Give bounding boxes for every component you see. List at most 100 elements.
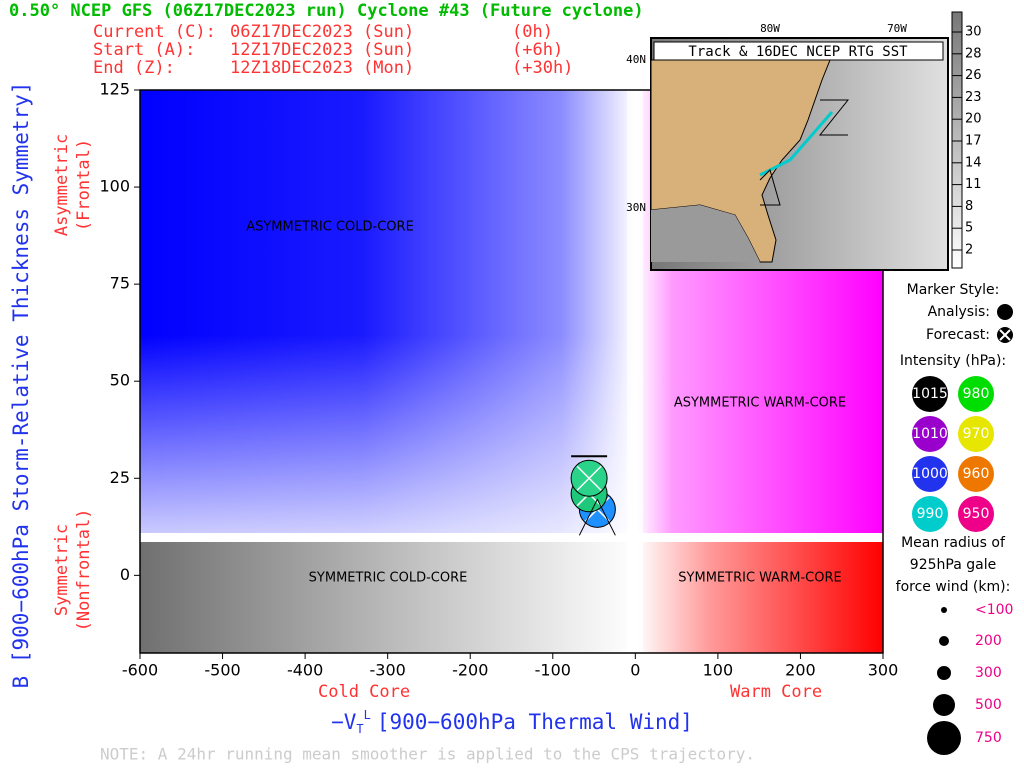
lon-label: 70W [887, 22, 907, 35]
intensity-swatch [912, 416, 948, 452]
y-side-label: (Nonfrontal) [74, 509, 94, 632]
colorbar-label: 5 [965, 221, 973, 236]
colorbar-label: 2 [965, 243, 973, 258]
header-text: (+6h) [512, 40, 563, 60]
x-tick-label: -400 [287, 661, 323, 680]
forecast-x [576, 465, 602, 491]
intensity-swatch [958, 496, 994, 532]
x-label-sub: T [356, 722, 363, 736]
legend-heading: force wind (km): [896, 579, 1011, 595]
radius-swatch [941, 607, 947, 613]
intensity-swatch [958, 416, 994, 452]
x-tick-label: -300 [370, 661, 406, 680]
colorbar-label: 20 [965, 112, 982, 127]
x-label-text: [900−600hPa Thermal Wind] [377, 710, 693, 734]
x-tick-label: -600 [122, 661, 158, 680]
legend-heading: Intensity (hPa): [900, 353, 1006, 369]
inset-map: Track & 16DEC NCEP RTG SST 40N 30N 80W 70W 30… [626, 11, 982, 271]
header-text: Current (C): [93, 22, 216, 42]
x-axis-label: −VTL [900−600hPa Thermal Wind] [331, 708, 693, 736]
y-tick-label: 25 [110, 468, 130, 487]
y-tick-label: 100 [99, 177, 130, 196]
lat-label: 30N [626, 201, 646, 214]
inset-title: Track & 16DEC NCEP RTG SST [688, 44, 908, 60]
radius-label: 300 [975, 665, 1002, 681]
y-side-label: Symmetric [52, 524, 72, 616]
header-text: 12Z18DEC2023 (Mon) [230, 58, 414, 78]
intensity-swatch [912, 376, 948, 412]
header-text: 12Z17DEC2023 (Sun) [230, 40, 414, 60]
intensity-swatch [912, 496, 948, 532]
analysis-symbol [997, 304, 1013, 320]
colorbar-label: 17 [965, 134, 982, 149]
intensity-swatch [958, 456, 994, 492]
colorbar-label: 28 [965, 46, 982, 61]
radius-label: 500 [975, 697, 1002, 713]
colorbar-label: 8 [965, 199, 973, 214]
title: 0.50° NCEP GFS (06Z17DEC2023 run) Cyclon… [9, 1, 644, 21]
radius-swatch [937, 666, 951, 680]
note: NOTE: A 24hr running mean smoother is ap… [100, 745, 755, 764]
intensity-label: 960 [963, 466, 990, 482]
y-tick-label: 50 [110, 371, 130, 390]
region-label: ASYMMETRIC WARM-CORE [674, 396, 846, 411]
intensity-label: 990 [917, 506, 944, 522]
x-tick-label: 300 [868, 661, 899, 680]
colorbar-label: 14 [965, 155, 982, 170]
legend-heading: Mean radius of [901, 535, 1006, 551]
radius-label: 200 [975, 633, 1002, 649]
radius-label: 750 [975, 730, 1002, 746]
x-tick-label: -100 [535, 661, 571, 680]
header-text: Start (A): [93, 40, 195, 60]
header-lines: Current (C): 06Z17DEC2023 (Sun) (0h) Start … [93, 22, 573, 78]
intensity-swatch [958, 376, 994, 412]
x-label-sup: L [364, 708, 371, 722]
x-tick-label: 0 [630, 661, 640, 680]
header-text: (0h) [512, 22, 553, 42]
y-tick-label: 125 [99, 80, 130, 99]
y-side-labels: Asymmetric (Frontal) Symmetric (Nonfrontal) [52, 134, 94, 632]
legend-text: Forecast: [926, 327, 990, 343]
x-tick-label: 100 [703, 661, 734, 680]
header-text: (+30h) [512, 58, 573, 78]
y-side-label: Asymmetric [52, 134, 72, 236]
legend-heading: Marker Style: [907, 282, 1000, 298]
region-label: SYMMETRIC WARM-CORE [678, 571, 841, 586]
legend-heading: 925hPa gale [910, 557, 996, 573]
colorbar-label: 11 [965, 177, 982, 192]
lat-label: 40N [626, 53, 646, 66]
y-tick-label: 0 [120, 565, 130, 584]
intensity-swatch [912, 456, 948, 492]
radius-swatch [933, 694, 955, 716]
region-label: SYMMETRIC COLD-CORE [309, 571, 468, 586]
track-point [570, 459, 608, 497]
radius-swatch [939, 636, 949, 646]
x-tick-label: -500 [204, 661, 240, 680]
region-label: ASYMMETRIC COLD-CORE [246, 220, 414, 235]
plot-background [139, 89, 884, 654]
colorbar-label: 30 [965, 25, 982, 40]
header-text: End (Z): [93, 58, 175, 78]
intensity-label: 970 [963, 426, 990, 442]
forecast-x [999, 329, 1011, 341]
intensity-label: 980 [963, 386, 990, 402]
x-side-label: Cold Core [318, 682, 410, 702]
radius-swatch [927, 721, 961, 755]
intensity-label: 1015 [912, 386, 948, 402]
colorbar-label: 26 [965, 68, 982, 83]
y-axis-label: B [900−600hPa Storm-Relative Thickness S… [9, 82, 33, 689]
x-side-label: Warm Core [730, 682, 822, 702]
y-side-label: (Frontal) [74, 139, 94, 231]
colorbar-label: 23 [965, 90, 982, 105]
x-label-symbol: −V [331, 710, 357, 734]
start-a [578, 498, 616, 536]
x-tick-label: 200 [785, 661, 816, 680]
x-tick-label: -200 [452, 661, 488, 680]
radius-label: <100 [975, 602, 1013, 618]
intensity-label: 1010 [912, 426, 948, 442]
legend-text: Analysis: [928, 304, 990, 320]
intensity-label: 1000 [912, 466, 948, 482]
lon-label: 80W [760, 22, 780, 35]
intensity-label: 950 [963, 506, 990, 522]
